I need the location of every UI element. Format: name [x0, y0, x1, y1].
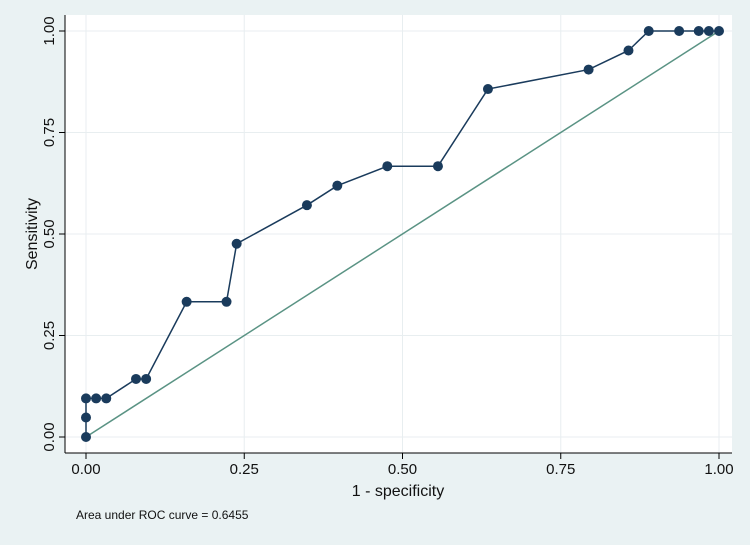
auc-annotation: Area under ROC curve = 0.6455: [76, 508, 249, 522]
x-tick-label: 0.00: [71, 461, 100, 478]
y-axis-title: Sensitivity: [24, 198, 41, 270]
roc-point: [181, 296, 192, 307]
roc-point: [432, 161, 443, 172]
roc-point: [301, 200, 312, 211]
roc-point: [231, 238, 242, 249]
roc-curve-points: [81, 26, 724, 442]
roc-point: [714, 26, 724, 36]
roc-point: [623, 45, 634, 56]
roc-point: [81, 412, 91, 423]
x-axis-title: 1 - specificity: [352, 483, 444, 500]
roc-curve-line: [85, 30, 719, 437]
roc-point: [693, 26, 704, 36]
x-tick-label: 0.75: [546, 461, 575, 478]
roc-point: [101, 393, 112, 404]
x-axis-ticks: 0.00 0.25 0.50 0.75 1.00: [71, 453, 734, 478]
roc-point: [382, 161, 393, 172]
reference-line: [85, 30, 720, 438]
x-tick-label: 0.25: [230, 461, 259, 478]
roc-point: [131, 373, 142, 384]
roc-point: [221, 296, 232, 307]
x-tick-label: 1.00: [704, 461, 733, 478]
y-tick-label: 0.50: [41, 219, 58, 248]
roc-point: [332, 180, 343, 191]
roc-point: [583, 64, 594, 75]
y-axis-ticks: 0.00 0.25 0.50 0.75 1.00: [41, 16, 65, 452]
y-tick-label: 0.00: [41, 422, 58, 451]
roc-point: [91, 393, 102, 404]
roc-point: [643, 26, 654, 36]
x-tick-label: 0.50: [388, 461, 417, 478]
roc-point: [141, 373, 152, 384]
roc-point: [674, 26, 685, 36]
y-tick-label: 0.25: [41, 321, 58, 350]
roc-point: [81, 393, 91, 404]
y-tick-label: 1.00: [41, 16, 58, 45]
roc-point: [703, 26, 714, 36]
y-tick-label: 0.75: [41, 118, 58, 147]
roc-point: [81, 432, 91, 442]
roc-point: [482, 84, 493, 95]
